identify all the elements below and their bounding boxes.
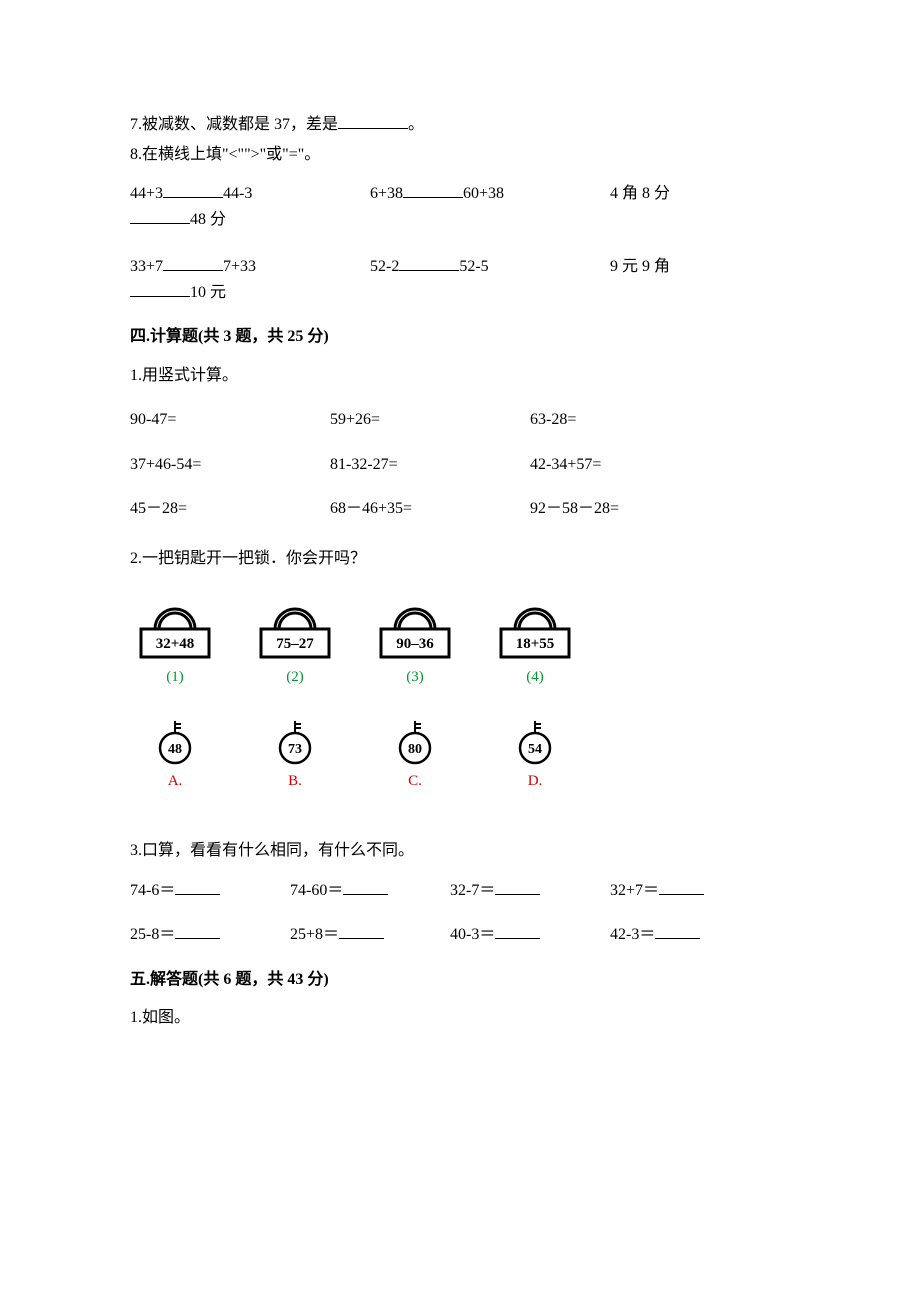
oral-blank[interactable] — [175, 878, 220, 895]
q8-r2c2b: 52-5 — [459, 258, 488, 275]
q8-r1c2b: 60+38 — [463, 185, 504, 202]
lock-icon: 90–36 — [375, 599, 455, 659]
key-icon: 73 — [275, 721, 315, 765]
oral-cell: 25+8＝ — [290, 926, 339, 943]
key-icon: 48 — [155, 721, 195, 765]
calc-cell: 37+46-54= — [130, 450, 330, 480]
oral-cell: 40-3＝ — [450, 926, 495, 943]
sec4-q3-label: 3.口算，看看有什么相同，有什么不同。 — [130, 836, 790, 866]
oral-cell: 32-7＝ — [450, 882, 495, 899]
oral-cell: 74-6＝ — [130, 882, 175, 899]
q8-r1c3a: 4 角 8 分 — [610, 185, 670, 202]
oral-blank[interactable] — [659, 878, 704, 895]
q8-r2c1a: 33+7 — [130, 258, 163, 275]
q7-text-after: 。 — [408, 116, 424, 133]
oral-blank[interactable] — [343, 878, 388, 895]
q8-blank-2[interactable] — [403, 181, 463, 198]
q8-r1c2a: 6+38 — [370, 185, 403, 202]
key-label: B. — [288, 767, 302, 796]
key-icon: 54 — [515, 721, 555, 765]
oral-cell: 25-8＝ — [130, 926, 175, 943]
oral-cell: 74-60＝ — [290, 882, 343, 899]
calc-cell: 81-32-27= — [330, 450, 530, 480]
lock-label: (4) — [526, 663, 544, 692]
oral-cell: 42-3＝ — [610, 926, 655, 943]
lock-expr: 18+55 — [516, 636, 555, 652]
calc-cell: 42-34+57= — [530, 450, 730, 480]
calc-cell: 92－58－28= — [530, 494, 730, 524]
lock-item: 32+48 (1) — [130, 599, 220, 692]
q8-r2c3a: 9 元 9 角 — [610, 258, 670, 275]
key-icon: 80 — [395, 721, 435, 765]
oral-cell: 32+7＝ — [610, 882, 659, 899]
q8-r1c1a: 44+3 — [130, 185, 163, 202]
key-label: C. — [408, 767, 422, 796]
locks-row: 32+48 (1) 75–27 (2) 90–36 (3) — [130, 599, 790, 692]
q7-blank[interactable] — [338, 112, 408, 129]
lock-label: (3) — [406, 663, 424, 692]
oral-blank[interactable] — [175, 922, 220, 939]
q8-r1c3b: 48 分 — [190, 211, 226, 228]
q8-blank-5[interactable] — [399, 254, 459, 271]
lock-item: 90–36 (3) — [370, 599, 460, 692]
key-value: 48 — [168, 742, 182, 757]
key-item: 73 B. — [250, 721, 340, 796]
q8-blank-1[interactable] — [163, 181, 223, 198]
lock-item: 75–27 (2) — [250, 599, 340, 692]
q8-row1: 44+3 44-3 6+38 60+38 4 角 8 分 — [130, 179, 790, 209]
sec5-q1-label: 1.如图。 — [130, 1003, 790, 1033]
q8-row2: 33+7 7+33 52-2 52-5 9 元 9 角 — [130, 252, 790, 282]
key-value: 80 — [408, 742, 422, 757]
key-item: 48 A. — [130, 721, 220, 796]
sec4-q1-label: 1.用竖式计算。 — [130, 361, 790, 391]
sec4-q2-label: 2.一把钥匙开一把锁．你会开吗？ — [130, 544, 790, 574]
key-label: D. — [528, 767, 543, 796]
question-8: 8.在横线上填"<"">"或"="。 44+3 44-3 6+38 60+38 4 … — [130, 140, 790, 308]
key-item: 54 D. — [490, 721, 580, 796]
lock-label: (1) — [166, 663, 184, 692]
sec4-q1: 1.用竖式计算。 90-47= 59+26= 63-28= 37+46-54= … — [130, 361, 790, 525]
key-item: 80 C. — [370, 721, 460, 796]
keys-row: 48 A. 73 B. 80 C. — [130, 721, 790, 796]
lock-expr: 90–36 — [396, 636, 434, 652]
lock-item: 18+55 (4) — [490, 599, 580, 692]
calc-cell: 45－28= — [130, 494, 330, 524]
lock-icon: 18+55 — [495, 599, 575, 659]
q8-row2-continue: 10 元 — [130, 278, 790, 308]
calc-cell: 90-47= — [130, 405, 330, 435]
calc-cell: 59+26= — [330, 405, 530, 435]
key-label: A. — [168, 767, 183, 796]
lock-icon: 75–27 — [255, 599, 335, 659]
q8-blank-6[interactable] — [130, 280, 190, 297]
q8-row1-continue: 48 分 — [130, 205, 790, 235]
q8-r2c2a: 52-2 — [370, 258, 399, 275]
calc-cell: 63-28= — [530, 405, 730, 435]
lock-expr: 32+48 — [156, 636, 195, 652]
q8-blank-4[interactable] — [163, 254, 223, 271]
q8-r2c3b: 10 元 — [190, 284, 226, 301]
key-value: 73 — [288, 742, 302, 757]
question-7: 7.被减数、减数都是 37，差是 。 — [130, 110, 790, 140]
q8-r2c1b: 7+33 — [223, 258, 256, 275]
q8-intro: 8.在横线上填"<"">"或"="。 — [130, 140, 790, 170]
lock-icon: 32+48 — [135, 599, 215, 659]
q7-text-before: 7.被减数、减数都是 37，差是 — [130, 116, 338, 133]
lock-expr: 75–27 — [276, 636, 314, 652]
q8-blank-3[interactable] — [130, 207, 190, 224]
oral-blank[interactable] — [339, 922, 384, 939]
section-4-title: 四.计算题(共 3 题，共 25 分) — [130, 322, 790, 352]
section-5-title: 五.解答题(共 6 题，共 43 分) — [130, 965, 790, 995]
key-value: 54 — [528, 742, 542, 757]
oral-blank[interactable] — [495, 922, 540, 939]
sec4-q2: 2.一把钥匙开一把锁．你会开吗？ 32+48 (1) 75–27 (2) — [130, 544, 790, 795]
calc-cell: 68－46+35= — [330, 494, 530, 524]
q8-r1c1b: 44-3 — [223, 185, 252, 202]
oral-blank[interactable] — [495, 878, 540, 895]
lock-label: (2) — [286, 663, 304, 692]
sec4-q3: 3.口算，看看有什么相同，有什么不同。 74-6＝ 74-60＝ 32-7＝ 3… — [130, 836, 790, 951]
oral-blank[interactable] — [655, 922, 700, 939]
